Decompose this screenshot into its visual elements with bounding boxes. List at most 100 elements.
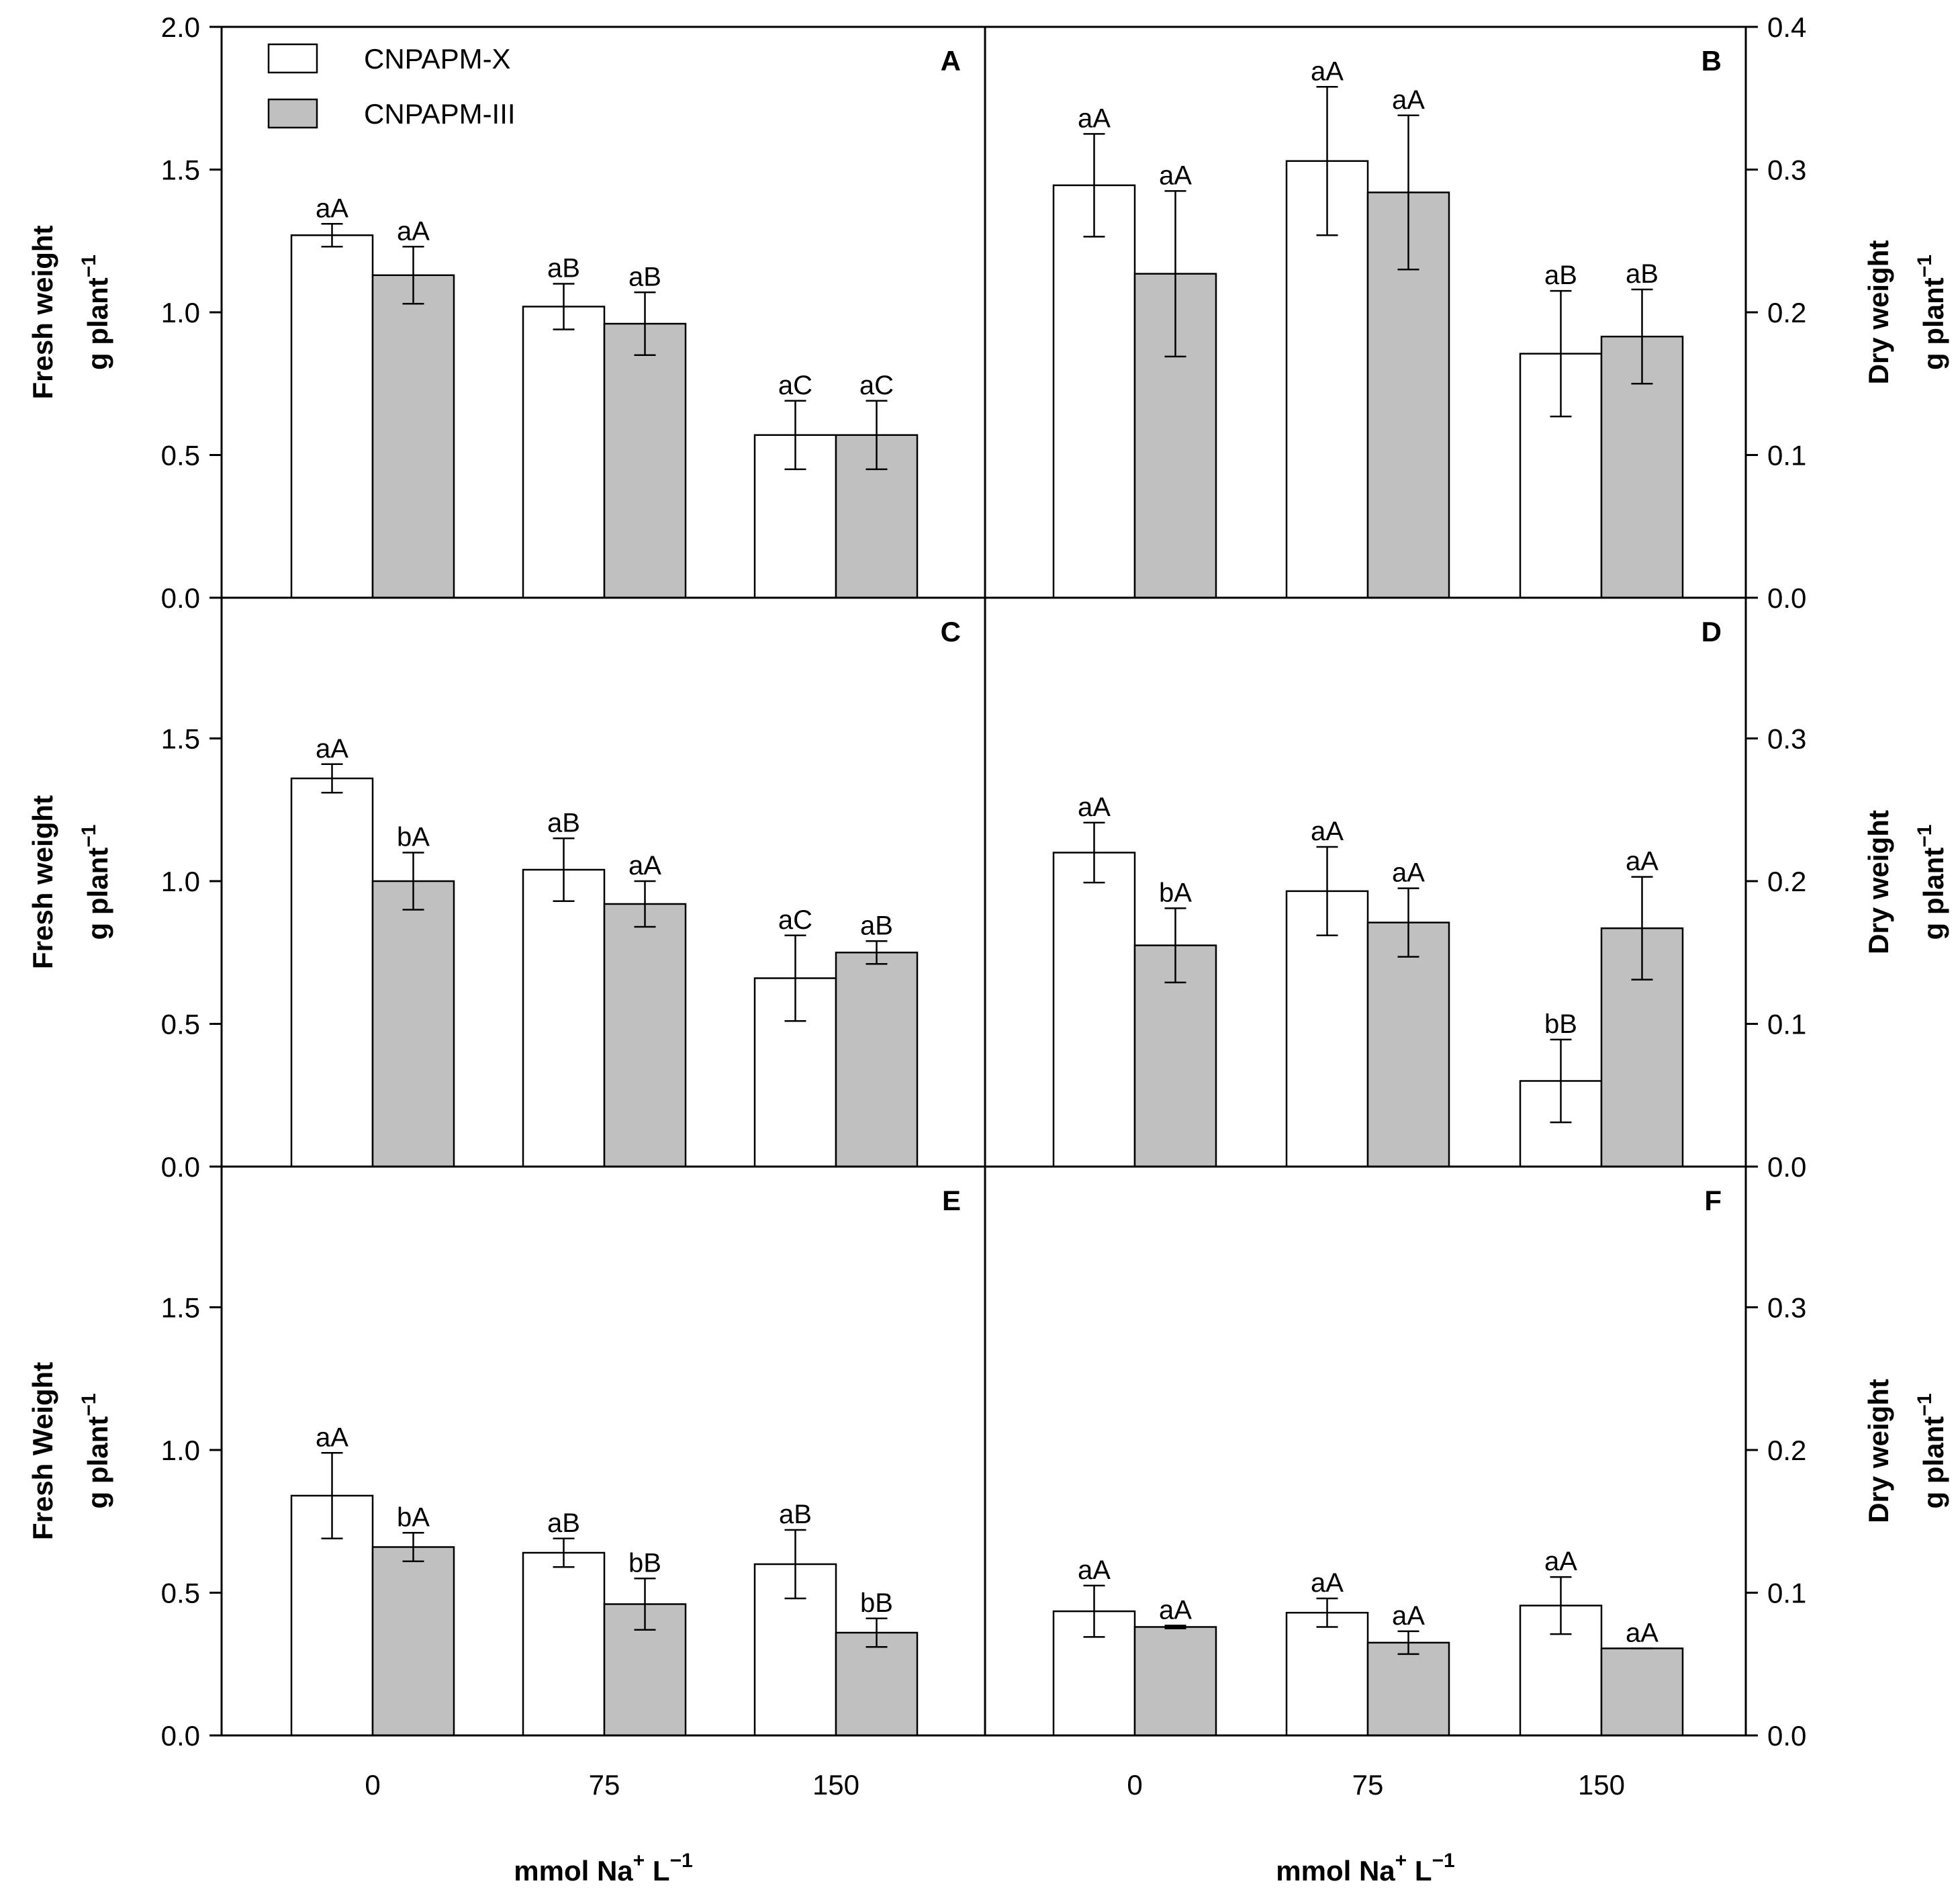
right-ylabel-row3: Dry weight g plant−1 [1863, 1379, 1949, 1523]
sig-label-b-s2-c1: aA [1159, 161, 1192, 190]
left-ylabel-row1: Fresh weight g plant−1 [27, 225, 113, 399]
left-ylabel-line1-row2: Fresh weight [27, 795, 58, 969]
sig-label-e-s1-c2: aB [547, 1508, 580, 1538]
sig-label-b-s2-c3: aB [1626, 259, 1659, 289]
right-tick-label-row1-5: 0.4 [1767, 11, 1806, 43]
sig-label-b-s2-c2: aA [1392, 85, 1425, 115]
sig-label-d-s1-c1: aA [1078, 792, 1111, 822]
x-axis-label-sup1-col1: + [633, 1850, 645, 1872]
x-axis-label-unit-col2: L [1407, 1855, 1432, 1887]
right-ylabel-line2-row2: g plant−1 [1914, 825, 1949, 940]
right-tick-label-row3-4: 0.3 [1767, 1292, 1806, 1324]
sig-label-c-s1-c3: aC [778, 905, 812, 935]
left-ylabel-row2: Fresh weight g plant−1 [27, 795, 113, 969]
right-tick-label-row2-3: 0.2 [1767, 866, 1806, 897]
left-tick-label-row2-1: 0.0 [161, 1151, 200, 1183]
sig-label-c-s1-c2: aB [547, 808, 580, 837]
panel-letter-a: A [941, 45, 961, 77]
bar-d-s2-c2 [1366, 921, 1450, 1168]
right-ylabel-line1-row3: Dry weight [1863, 1379, 1894, 1523]
left-tick-label-row3-2: 0.5 [161, 1578, 200, 1609]
bar-f-s2-c2 [1366, 1641, 1450, 1737]
sig-label-c-s2-c3: aB [860, 911, 893, 940]
left-ylabel-line1-row3: Fresh Weight [27, 1362, 58, 1540]
right-ylabel-unit-row3: g plant [1918, 1416, 1949, 1509]
right-tick-label-row2-1: 0.0 [1767, 1151, 1806, 1183]
x-axis-label-unit-col1: L [645, 1855, 669, 1887]
right-tick-label-row1-2: 0.1 [1767, 440, 1806, 471]
bar-f-s2-c3 [1600, 1647, 1684, 1737]
bar-d-s1-c2 [1285, 890, 1369, 1168]
left-ylabel-sup-row3: −1 [78, 1394, 100, 1416]
sig-label-d-s2-c2: aA [1392, 858, 1425, 888]
bar-f-s1-c2 [1285, 1612, 1369, 1737]
sig-label-d-s2-c3: aA [1626, 847, 1659, 876]
frame-layer [209, 26, 1758, 1737]
left-ylabel-line2-row3: g plant−1 [78, 1394, 113, 1509]
sig-label-f-s1-c3: aA [1544, 1547, 1577, 1576]
legend-swatch-2 [267, 98, 318, 129]
x-axis-label-sup2-col2: −1 [1432, 1850, 1455, 1872]
right-tick-label-row2-2: 0.1 [1767, 1009, 1806, 1040]
panel-letter-f: F [1704, 1185, 1722, 1216]
left-tick-label-row3-1: 0.0 [161, 1720, 200, 1752]
x-tick-label-col1-2: 75 [589, 1769, 620, 1801]
sig-label-c-s2-c1: bA [397, 823, 430, 852]
x-axis-label-col2: mmol Na+ L−1 [1276, 1850, 1454, 1887]
x-axis-label-sup2-col1: −1 [670, 1850, 693, 1872]
right-tick-label-row1-4: 0.3 [1767, 154, 1806, 186]
sig-label-a-s2-c3: aC [859, 371, 894, 400]
left-tick-label-row1-5: 2.0 [161, 11, 200, 43]
x-axis-label-main-col2: mmol Na [1276, 1855, 1395, 1887]
bar-f-s2-c1 [1133, 1626, 1217, 1737]
x-tick-label-col1-3: 150 [812, 1769, 859, 1801]
sig-label-c-s1-c1: aA [316, 734, 348, 764]
sig-label-f-s2-c3: aA [1626, 1618, 1659, 1647]
left-tick-label-row1-2: 0.5 [161, 440, 200, 471]
right-tick-label-row3-1: 0.0 [1767, 1720, 1806, 1752]
legend: CNPAPM-X CNPAPM-III [267, 43, 516, 130]
sig-label-b-s1-c1: aA [1078, 103, 1111, 133]
left-tick-label-row2-3: 1.0 [161, 866, 200, 897]
x-axis-label-sup1-col2: + [1395, 1850, 1407, 1872]
sig-label-e-s2-c1: bA [397, 1502, 430, 1532]
bar-a-s2-c1 [371, 274, 455, 599]
sig-label-a-s1-c3: aC [778, 371, 812, 400]
legend-swatch-1 [267, 43, 318, 74]
left-ylabel-line2-row1: g plant−1 [78, 255, 113, 370]
panel-letter-e: E [942, 1185, 961, 1216]
right-ylabel-row1: Dry weight g plant−1 [1863, 240, 1949, 385]
right-tick-label-row2-4: 0.3 [1767, 723, 1806, 755]
left-ylabel-sup-row2: −1 [78, 825, 100, 848]
sig-label-e-s1-c1: aA [316, 1422, 348, 1452]
right-ylabel-sup-row3: −1 [1914, 1394, 1936, 1416]
left-ylabel-row3: Fresh Weight g plant−1 [27, 1362, 113, 1540]
right-ylabel-row2: Dry weight g plant−1 [1863, 810, 1949, 954]
left-tick-label-row2-4: 1.5 [161, 723, 200, 755]
left-tick-label-row2-2: 0.5 [161, 1009, 200, 1040]
bar-c-s1-c1 [290, 777, 374, 1168]
right-ylabel-line2-row1: g plant−1 [1914, 255, 1949, 370]
bar-e-s2-c1 [371, 1546, 455, 1737]
bar-a-s1-c2 [522, 306, 606, 599]
sig-label-e-s1-c3: aB [779, 1500, 812, 1529]
bar-c-s2-c3 [835, 952, 919, 1168]
legend-label-2: CNPAPM-III [364, 98, 516, 130]
sig-label-c-s2-c2: aA [628, 851, 661, 880]
sig-label-d-s1-c2: aA [1311, 817, 1344, 846]
left-ylabel-sup-row1: −1 [78, 255, 100, 277]
sig-label-d-s2-c1: bA [1159, 878, 1192, 907]
left-tick-label-row1-1: 0.0 [161, 582, 200, 614]
x-tick-label-col2-1: 0 [1127, 1769, 1142, 1801]
panel-letter-d: D [1701, 616, 1722, 647]
sig-label-e-s2-c2: bB [628, 1548, 661, 1578]
left-tick-label-row1-4: 1.5 [161, 154, 200, 186]
sig-label-f-s1-c1: aA [1078, 1555, 1111, 1585]
left-tick-label-row3-4: 1.5 [161, 1292, 200, 1324]
sig-label-a-s1-c2: aB [547, 254, 580, 283]
sig-label-d-s1-c3: bB [1544, 1009, 1577, 1039]
sig-label-f-s1-c2: aA [1311, 1568, 1344, 1598]
left-ylabel-line2-row2: g plant−1 [78, 825, 113, 940]
right-ylabel-line1-row2: Dry weight [1863, 810, 1894, 954]
bar-a-s1-c1 [290, 234, 374, 599]
